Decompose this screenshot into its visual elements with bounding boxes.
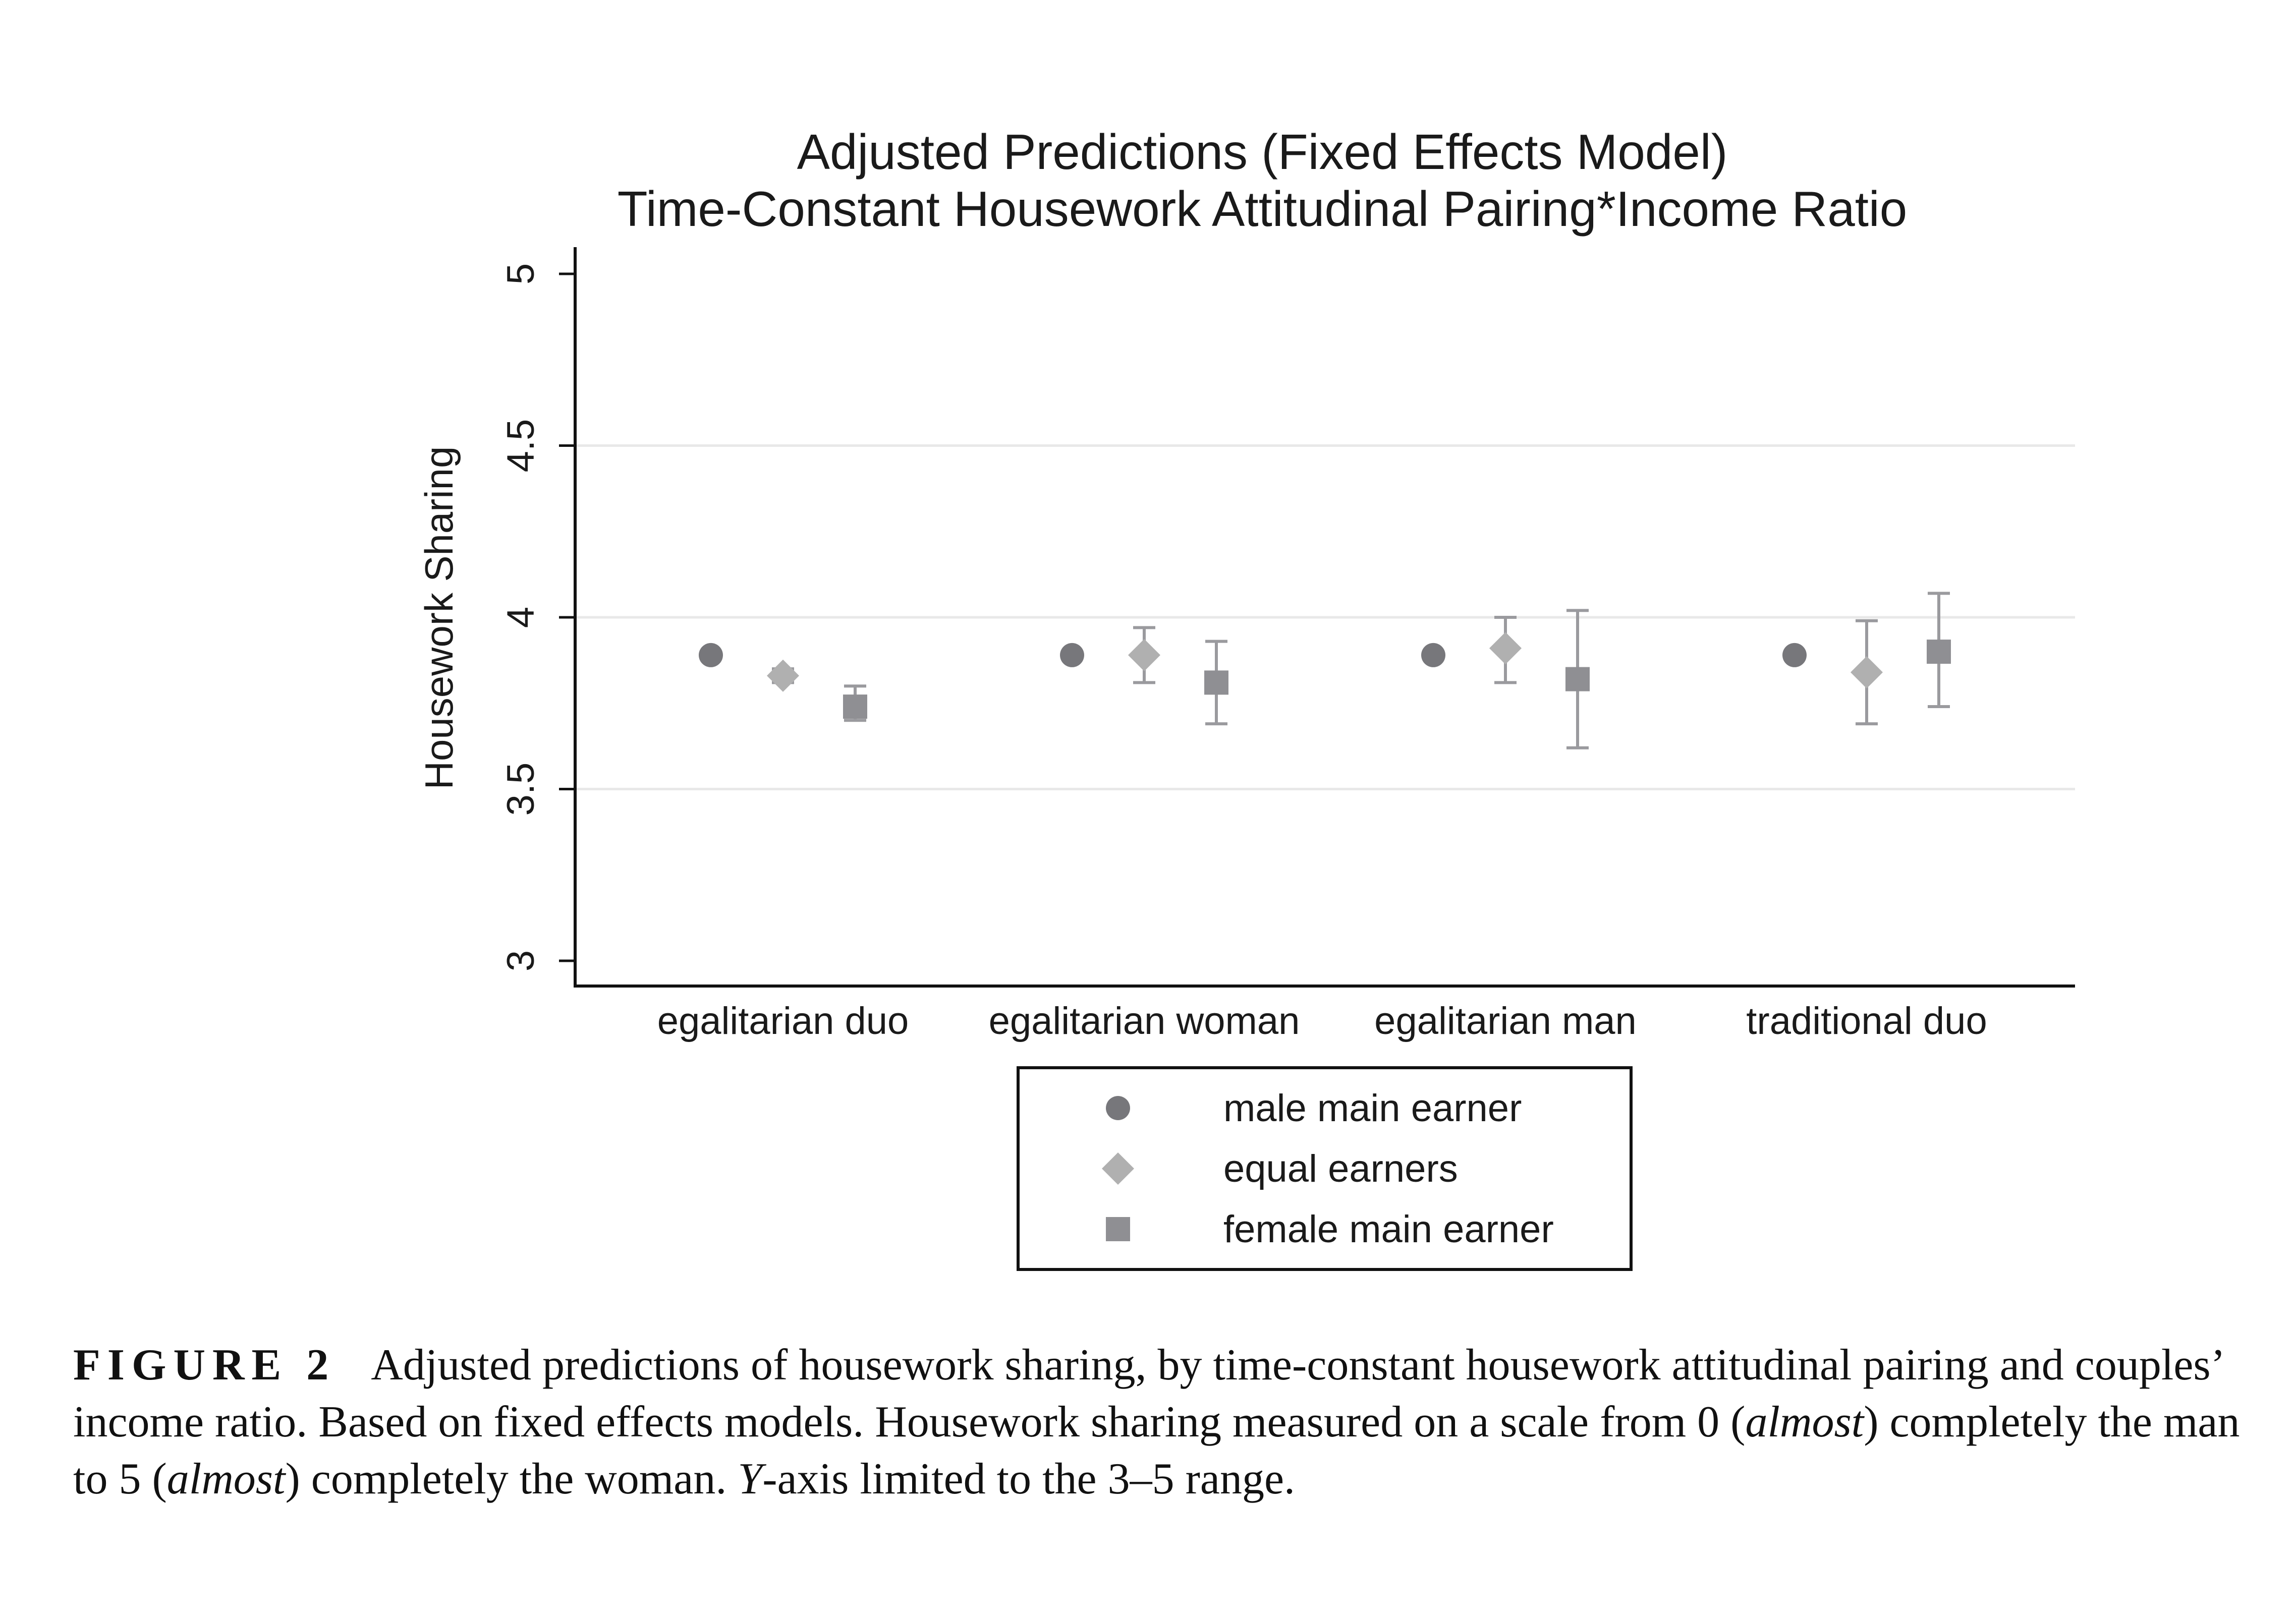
y-tick-label: 4 (499, 607, 542, 628)
data-point (1851, 656, 1883, 688)
data-point (1421, 643, 1445, 667)
chart: Adjusted Predictions (Fixed Effects Mode… (417, 124, 2075, 1271)
data-point (843, 695, 867, 719)
caption-italic-2: almost (166, 1455, 286, 1503)
x-axis-tick-labels: egalitarian duo egalitarian woman egalitar… (657, 1000, 1987, 1043)
legend-marker (1102, 1152, 1134, 1185)
caption-italic-3: Y (738, 1455, 763, 1503)
caption-italic-1: almost (1745, 1398, 1864, 1447)
y-tick-label: 4.5 (499, 419, 542, 473)
y-tick-label: 3 (499, 950, 542, 971)
data-point (1782, 643, 1807, 667)
caption-text-1: Adjusted predictions of housework sharin… (73, 1341, 2222, 1447)
chart-title: Adjusted Predictions (Fixed Effects Mode… (797, 124, 1728, 180)
data-point (699, 643, 723, 667)
data-marks (699, 592, 1951, 749)
gridlines (575, 444, 2075, 790)
caption-text-4: -axis limited to the 3–5 range. (762, 1455, 1296, 1503)
data-point (1060, 643, 1084, 667)
caption-label: FIGURE 2 (73, 1341, 336, 1390)
data-point (767, 659, 799, 692)
legend-label: male main earner (1223, 1087, 1522, 1130)
data-point (1927, 640, 1951, 664)
x-tick-label: traditional duo (1746, 1000, 1987, 1043)
legend-marker (1106, 1217, 1130, 1241)
y-axis-ticks: 3 3.5 4 4.5 5 (499, 263, 575, 971)
y-tick-label: 3.5 (499, 763, 542, 816)
legend-label: female main earner (1223, 1208, 1554, 1251)
legend-label: equal earners (1223, 1147, 1458, 1190)
legend: male main earner equal earners female main… (1017, 1066, 1633, 1271)
figure-caption: FIGURE 2 Adjusted predictions of housewor… (73, 1337, 2258, 1508)
x-tick-label: egalitarian woman (989, 1000, 1300, 1043)
x-tick-label: egalitarian duo (657, 1000, 909, 1043)
caption-text-3: ) completely the woman. (285, 1455, 738, 1503)
caption-text-2: ) completely the man to 5 ( (73, 1398, 2240, 1503)
y-tick-label: 5 (499, 263, 542, 284)
x-tick-label: egalitarian man (1374, 1000, 1637, 1043)
data-point (1128, 639, 1160, 671)
data-point (1204, 670, 1228, 695)
legend-marker (1106, 1096, 1130, 1120)
data-point (1489, 632, 1522, 665)
chart-subtitle: Time-Constant Housework Attitudinal Pair… (618, 181, 1907, 237)
y-axis-label: Housework Sharing (417, 446, 461, 790)
data-point (1565, 667, 1590, 691)
